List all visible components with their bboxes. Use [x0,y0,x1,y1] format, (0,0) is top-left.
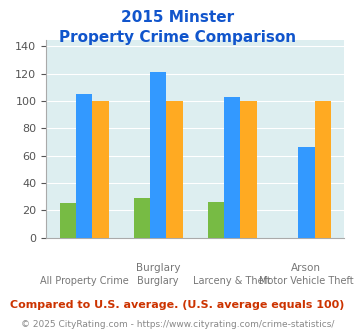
Text: All Property Crime: All Property Crime [40,277,129,286]
Text: Burglary: Burglary [137,277,179,286]
Bar [166,101,183,238]
Text: © 2025 CityRating.com - https://www.cityrating.com/crime-statistics/: © 2025 CityRating.com - https://www.city… [21,320,334,329]
Text: Burglary: Burglary [136,263,180,273]
Text: Arson: Arson [291,263,321,273]
Bar [60,204,76,238]
Legend: Minster, Ohio, National: Minster, Ohio, National [47,327,344,330]
Bar [315,101,331,238]
Bar [208,202,224,238]
Bar [298,148,315,238]
Bar [92,101,109,238]
Bar [134,198,150,238]
Bar [240,101,257,238]
Text: 2015 Minster: 2015 Minster [121,10,234,25]
Text: Larceny & Theft: Larceny & Theft [193,277,271,286]
Text: Motor Vehicle Theft: Motor Vehicle Theft [259,277,354,286]
Bar [150,72,166,238]
Bar [224,97,240,238]
Text: Compared to U.S. average. (U.S. average equals 100): Compared to U.S. average. (U.S. average … [10,300,345,310]
Text: Property Crime Comparison: Property Crime Comparison [59,30,296,45]
Bar [76,94,92,238]
